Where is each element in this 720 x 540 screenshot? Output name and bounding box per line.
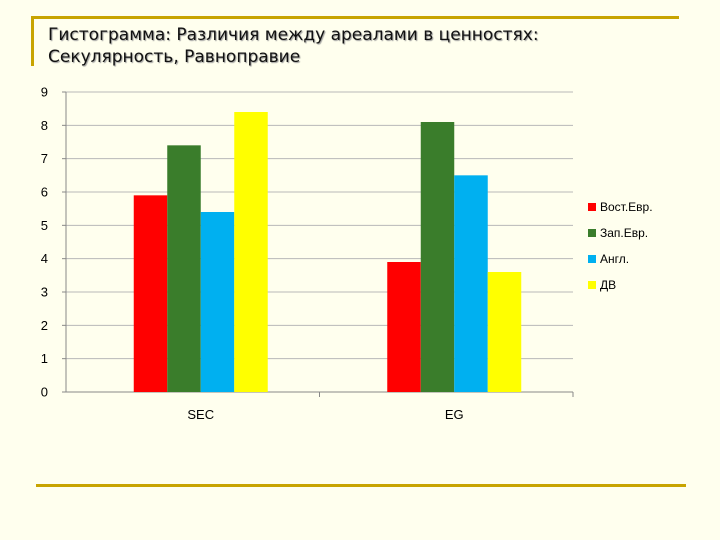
legend-label-1: Зап.Евр. (600, 226, 648, 240)
bar-eg-series-1 (420, 122, 455, 392)
bar-eg-series-2 (454, 175, 488, 392)
y-tick-label-2: 2 (41, 318, 48, 333)
y-tick-label-4: 4 (41, 251, 48, 266)
legend-label-2: Англ. (600, 252, 629, 266)
y-tick-label-3: 3 (41, 285, 48, 300)
slide-title-line-1: Гистограмма: Различия между ареалами в ц… (48, 25, 539, 45)
y-tick-label-1: 1 (41, 351, 48, 366)
legend-swatch-1 (588, 229, 596, 237)
footer-rule (36, 484, 686, 487)
slide-title-line-2: Секулярность, Равноправие (48, 47, 301, 67)
y-tick-label-6: 6 (41, 185, 48, 200)
y-tick-label-7: 7 (41, 151, 48, 166)
x-tick-label-1: EG (445, 407, 464, 422)
legend-swatch-3 (588, 281, 596, 289)
bar-sec-series-0 (133, 195, 168, 392)
bar-sec-series-2 (200, 212, 235, 392)
slide-title: Гистограмма: Различия между ареалами в ц… (48, 24, 688, 68)
legend-label-0: Вост.Евр. (600, 200, 653, 214)
title-left-rule (31, 16, 34, 66)
x-tick-label-0: SEC (187, 407, 214, 422)
bar-eg-series-0 (387, 262, 421, 392)
legend-swatch-0 (588, 203, 596, 211)
title-top-rule (31, 16, 679, 19)
y-tick-label-5: 5 (41, 218, 48, 233)
y-tick-label-9: 9 (41, 85, 48, 100)
y-tick-label-8: 8 (41, 118, 48, 133)
legend-label-3: ДВ (600, 278, 616, 292)
bar-sec-series-3 (234, 112, 268, 392)
bar-sec-series-1 (167, 145, 201, 392)
legend-swatch-2 (588, 255, 596, 263)
y-tick-label-0: 0 (41, 385, 48, 400)
bar-eg-series-3 (487, 272, 522, 392)
